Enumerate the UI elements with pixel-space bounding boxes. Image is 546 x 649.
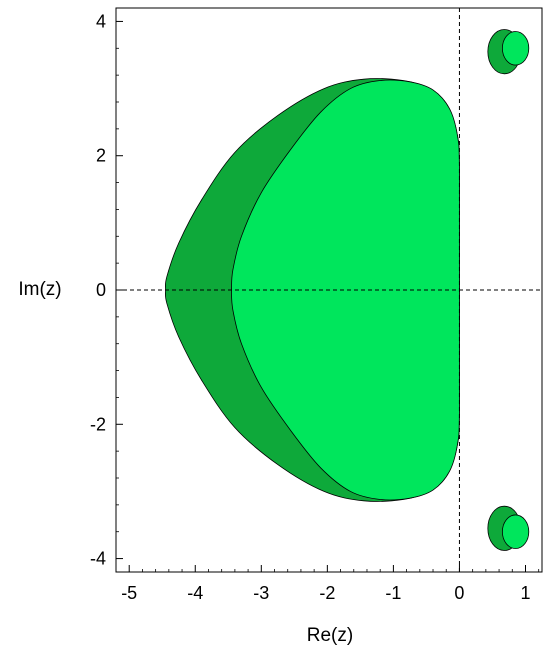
reference-lines <box>116 8 542 572</box>
x-tick-label: -5 <box>121 583 137 603</box>
x-tick-label: 0 <box>454 583 464 603</box>
x-tick-label: -3 <box>253 583 269 603</box>
region-2-island-1 <box>501 31 530 66</box>
y-tick-label: -4 <box>90 549 106 569</box>
y-tick-label: 4 <box>96 11 106 31</box>
x-axis-ticks: -5 -4 -3 -2 -1 0 1 <box>115 565 540 603</box>
x-tick-label: -1 <box>385 583 401 603</box>
region-layer <box>164 29 530 551</box>
y-tick-label: 0 <box>96 280 106 300</box>
y-axis-label: Im(z) <box>18 279 61 300</box>
x-axis-label: Re(z) <box>307 625 353 646</box>
x-tick-label: -4 <box>187 583 203 603</box>
x-tick-label: -2 <box>319 583 335 603</box>
region-2-island-2 <box>501 514 530 549</box>
y-axis-ticks: -4 -2 0 2 4 <box>90 11 123 569</box>
x-tick-label: 1 <box>520 583 530 603</box>
y-tick-label: 2 <box>96 146 106 166</box>
y-tick-label: -2 <box>90 414 106 434</box>
